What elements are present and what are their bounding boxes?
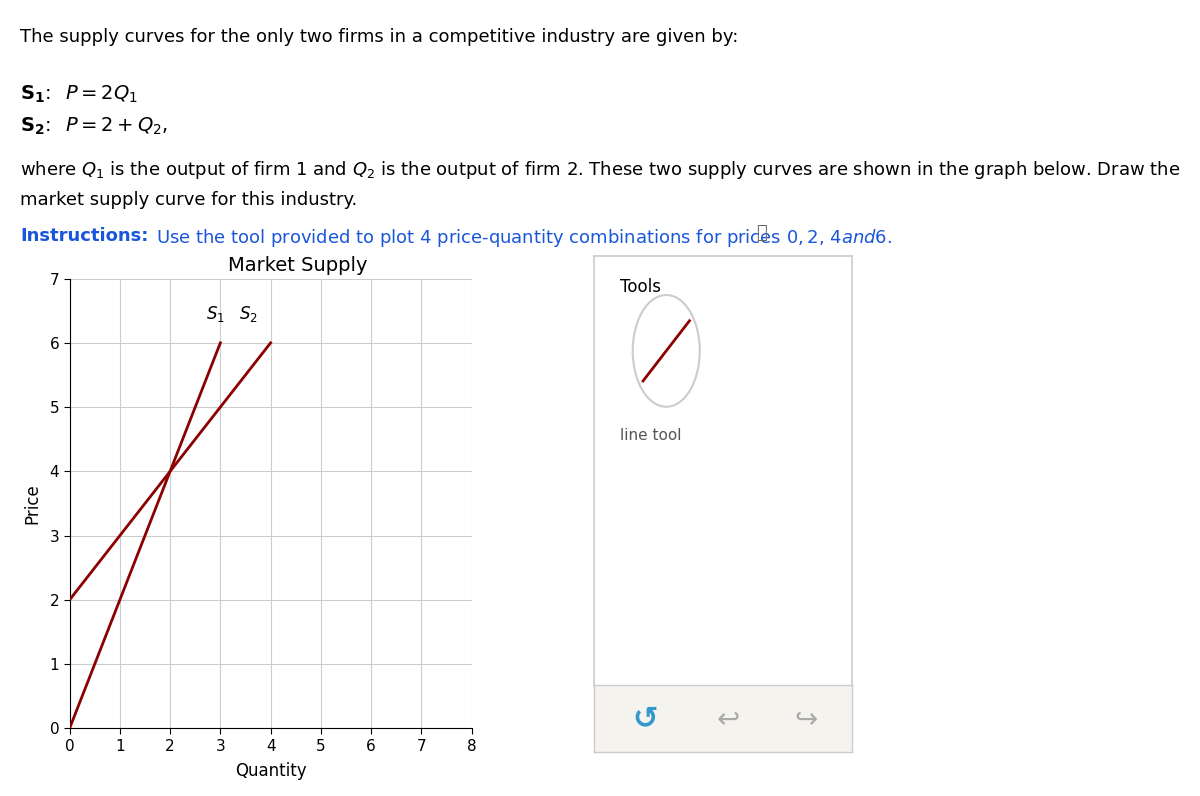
- Text: ↺: ↺: [632, 704, 659, 733]
- Text: $S_1$: $S_1$: [206, 303, 224, 323]
- Text: line tool: line tool: [619, 428, 682, 443]
- Text: Use the tool provided to plot 4 price-quantity combinations for prices $0, $2, $: Use the tool provided to plot 4 price-qu…: [156, 227, 892, 249]
- X-axis label: Quantity: Quantity: [235, 762, 306, 780]
- Text: $\mathit{P}=2\mathit{Q}_1$: $\mathit{P}=2\mathit{Q}_1$: [65, 84, 138, 105]
- Text: ⓘ: ⓘ: [756, 224, 767, 243]
- Text: Instructions:: Instructions:: [20, 227, 149, 245]
- Text: $\mathbf{S_2}$:: $\mathbf{S_2}$:: [20, 115, 53, 137]
- Text: $\mathit{P}=2+\mathit{Q}_2$,: $\mathit{P}=2+\mathit{Q}_2$,: [65, 115, 168, 137]
- Text: The supply curves for the only two firms in a competitive industry are given by:: The supply curves for the only two firms…: [20, 28, 739, 46]
- Text: $\mathbf{S_1}$:: $\mathbf{S_1}$:: [20, 84, 53, 105]
- Text: Market Supply: Market Supply: [228, 256, 367, 275]
- Text: ↩: ↩: [716, 704, 739, 733]
- Text: where $\mathit{Q}_1$ is the output of firm 1 and $\mathit{Q}_2$ is the output of: where $\mathit{Q}_1$ is the output of fi…: [20, 159, 1181, 181]
- Y-axis label: Price: Price: [23, 483, 41, 524]
- Text: ↪: ↪: [794, 704, 817, 733]
- Text: $S_2$: $S_2$: [239, 303, 257, 323]
- Text: market supply curve for this industry.: market supply curve for this industry.: [20, 191, 358, 209]
- Text: Tools: Tools: [619, 278, 661, 296]
